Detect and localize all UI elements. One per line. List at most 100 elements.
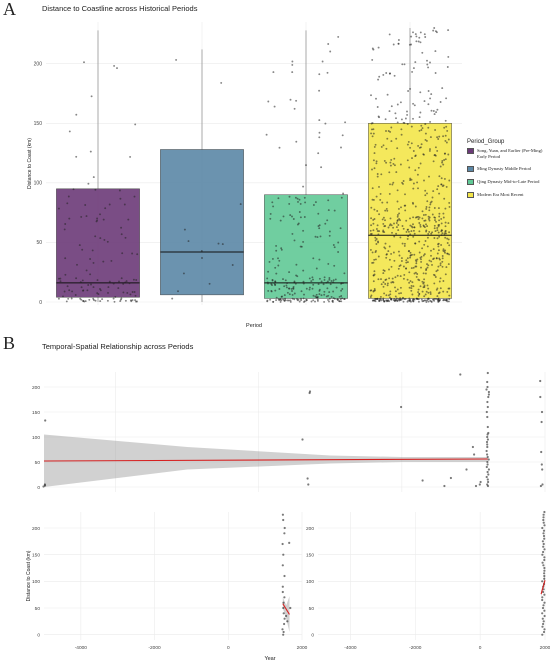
data-point: [280, 247, 283, 250]
data-point: [282, 612, 285, 615]
data-point: [540, 410, 544, 414]
data-point: [386, 282, 389, 285]
data-point: [323, 290, 326, 293]
data-point: [399, 163, 402, 166]
data-point: [293, 281, 296, 284]
data-point: [426, 225, 429, 228]
data-point: [541, 606, 545, 610]
data-point: [90, 95, 93, 98]
data-point: [486, 443, 489, 446]
data-point: [440, 234, 443, 237]
data-point: [269, 212, 272, 215]
data-point: [390, 265, 393, 268]
data-point: [445, 141, 448, 144]
data-point: [486, 415, 489, 419]
data-point: [541, 596, 544, 599]
data-point: [399, 219, 402, 222]
data-point: [288, 195, 291, 198]
data-point: [89, 150, 92, 153]
data-point: [412, 300, 415, 303]
legend-title: Period_Group: [467, 139, 505, 145]
data-point: [328, 291, 331, 294]
data-point: [448, 244, 451, 247]
data-point: [415, 262, 418, 265]
data-point: [411, 281, 414, 284]
data-point: [322, 283, 325, 286]
data-point: [373, 270, 376, 273]
data-point: [275, 272, 278, 275]
data-point: [487, 395, 490, 399]
data-point: [320, 280, 323, 283]
data-point: [419, 225, 422, 228]
data-point: [298, 211, 301, 213]
data-point: [338, 295, 341, 298]
data-point: [87, 284, 90, 286]
data-point: [448, 287, 451, 290]
data-point: [390, 158, 393, 161]
data-point: [420, 255, 423, 258]
data-point: [543, 614, 546, 618]
data-point: [471, 445, 474, 449]
data-point: [416, 181, 419, 184]
data-point: [542, 630, 546, 634]
data-point: [444, 134, 447, 137]
data-point: [541, 580, 544, 583]
data-point: [443, 233, 446, 236]
data-point: [417, 288, 420, 291]
facet-panel: 0 50 100 150 200: [32, 371, 546, 492]
data-point: [285, 284, 288, 287]
data-point: [341, 288, 344, 290]
data-point: [340, 300, 343, 303]
data-point: [295, 99, 298, 102]
data-point: [426, 236, 429, 239]
data-point: [389, 72, 391, 75]
y-tick-label: 150: [32, 410, 40, 416]
x-tick-label: -4000: [344, 645, 357, 651]
data-point: [382, 285, 385, 288]
data-point: [266, 277, 269, 280]
data-point: [485, 388, 488, 391]
data-point: [328, 278, 331, 281]
data-point: [422, 272, 425, 275]
data-point: [539, 395, 542, 399]
data-point: [342, 192, 345, 195]
data-point: [406, 278, 409, 281]
data-point: [441, 159, 444, 162]
data-point: [380, 278, 382, 281]
data-point: [412, 102, 415, 105]
data-point: [428, 206, 431, 209]
box: [56, 188, 140, 298]
data-point: [292, 285, 295, 288]
data-point: [425, 207, 428, 210]
data-point: [85, 269, 88, 272]
data-point: [293, 239, 296, 242]
data-point: [342, 282, 344, 285]
y-tick-label: 0: [37, 632, 40, 638]
data-point: [427, 291, 430, 294]
data-point: [374, 143, 377, 146]
data-point: [277, 264, 280, 267]
data-point: [486, 435, 489, 439]
data-point: [387, 294, 390, 297]
data-point: [420, 298, 423, 301]
data-point: [408, 250, 411, 252]
data-point: [343, 298, 346, 301]
data-point: [284, 299, 287, 302]
data-point: [302, 229, 305, 232]
data-point: [296, 299, 299, 302]
data-point: [308, 288, 311, 291]
data-point: [428, 219, 431, 222]
data-point: [396, 215, 399, 218]
data-point: [435, 31, 438, 34]
data-point: [291, 232, 294, 235]
data-point: [386, 284, 389, 287]
data-point: [389, 217, 392, 220]
data-point: [370, 217, 373, 220]
data-point: [422, 225, 425, 228]
data-point: [302, 280, 305, 283]
data-point: [270, 289, 273, 292]
data-point: [420, 260, 423, 263]
box-series: [368, 27, 452, 303]
data-point: [430, 300, 433, 303]
data-point: [543, 569, 546, 572]
